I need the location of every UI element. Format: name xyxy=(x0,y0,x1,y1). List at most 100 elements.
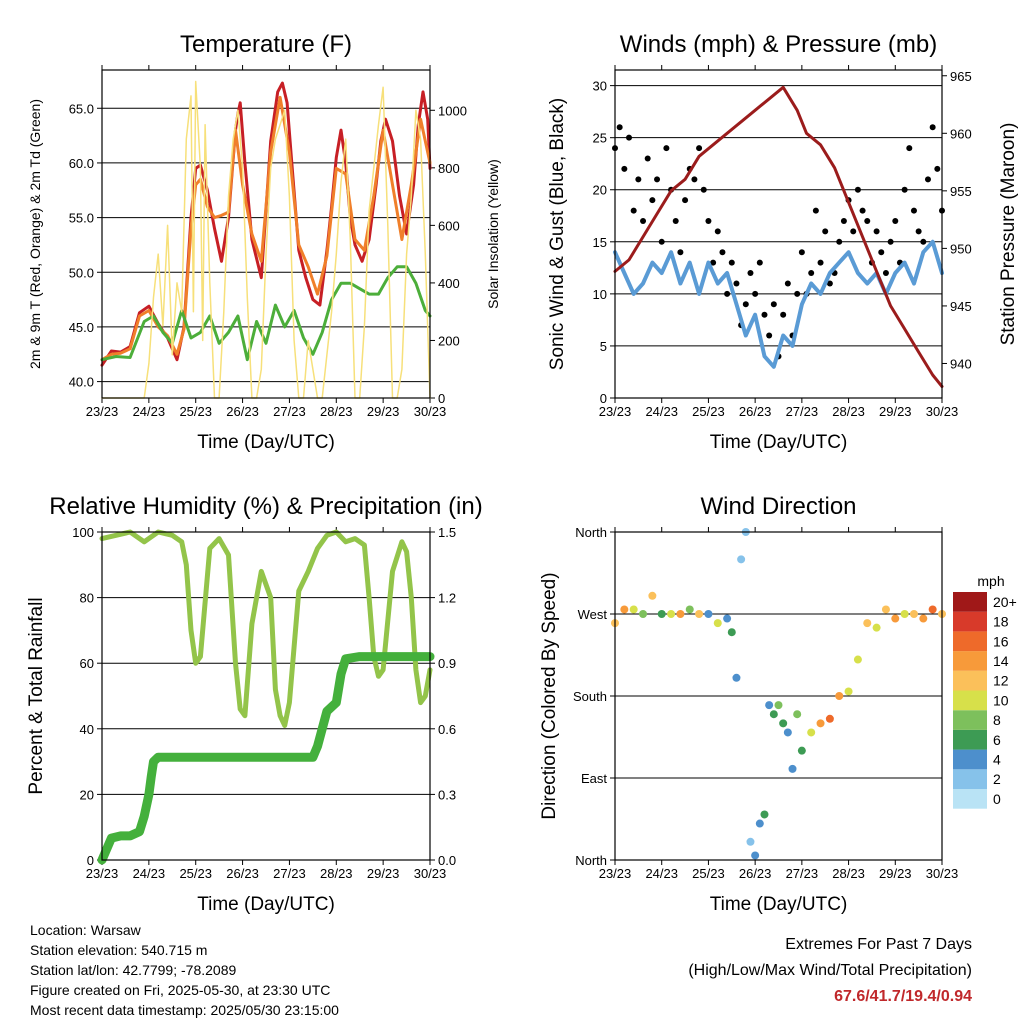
gust-point xyxy=(742,301,749,308)
legend-swatch xyxy=(953,631,987,652)
y-tick-label: South xyxy=(573,689,607,704)
gust-point xyxy=(906,145,913,152)
y-tick-label: 0 xyxy=(87,853,94,868)
gust-point xyxy=(728,259,735,266)
gust-point xyxy=(649,197,656,204)
direction-point xyxy=(774,701,783,710)
direction-point xyxy=(746,837,755,846)
plot-area-3 xyxy=(611,528,946,860)
direction-point xyxy=(891,614,900,623)
gust-point xyxy=(640,217,647,224)
x-tick-label: 30/23 xyxy=(414,866,447,881)
gust-point xyxy=(677,249,684,256)
plot-frame-1 xyxy=(614,69,943,399)
x-tick-label: 29/23 xyxy=(879,404,912,419)
gust-point xyxy=(616,124,623,131)
direction-point xyxy=(648,591,657,600)
legend-label: 20+ xyxy=(993,594,1017,610)
y-tick-label: 10 xyxy=(593,287,607,302)
y-tick-label: 50.0 xyxy=(69,265,94,280)
gust-point xyxy=(710,259,717,266)
legend-swatch xyxy=(953,769,987,789)
direction-point xyxy=(783,728,792,737)
gust-point xyxy=(817,259,824,266)
y-tick-label: 80 xyxy=(80,591,94,606)
x-tick-label: 28/23 xyxy=(832,866,865,881)
x-tick-label: 29/23 xyxy=(367,404,400,419)
gust-point xyxy=(854,186,861,193)
direction-point xyxy=(881,605,890,614)
direction-point xyxy=(704,610,713,618)
direction-point xyxy=(807,728,816,737)
legend-label: 0 xyxy=(993,791,1001,807)
direction-point xyxy=(863,619,872,628)
x-tick-label: 30/23 xyxy=(926,866,959,881)
direction-point xyxy=(755,819,764,828)
y-tick-label: 45.0 xyxy=(69,320,94,335)
gust-point xyxy=(892,217,899,224)
legend-swatch xyxy=(953,670,987,691)
gust-point xyxy=(635,176,642,183)
gust-point xyxy=(910,207,917,214)
y2-tick-label: 1.5 xyxy=(438,525,456,540)
y-tick-label: 65.0 xyxy=(69,101,94,116)
gust-point xyxy=(836,238,843,245)
dewpoint-line xyxy=(100,265,432,362)
gust-point xyxy=(766,332,773,339)
x-tick-label: 24/23 xyxy=(133,866,166,881)
direction-point xyxy=(844,687,853,696)
gust-point xyxy=(840,217,847,224)
gust-point xyxy=(663,145,670,152)
x-tick-label: 28/23 xyxy=(320,404,353,419)
gust-point xyxy=(714,228,721,235)
direction-point xyxy=(765,701,774,710)
x-tick-label: 27/23 xyxy=(786,866,819,881)
y2-axis-label: Solar Insolation (Yellow) xyxy=(485,159,501,309)
direction-point xyxy=(900,610,909,618)
direction-point xyxy=(872,623,881,632)
y-axis-label: Sonic Wind & Gust (Blue, Black) xyxy=(547,98,568,370)
recent-text: Most recent data timestamp: 2025/05/30 2… xyxy=(30,1002,339,1018)
y2-tick-label: 400 xyxy=(438,276,460,291)
y-axis-label: Direction (Colored By Speed) xyxy=(539,572,560,819)
gust-point xyxy=(878,249,885,256)
gust-point xyxy=(924,176,931,183)
x-tick-label: 29/23 xyxy=(367,866,400,881)
legend-swatch xyxy=(953,651,987,671)
legend-swatch xyxy=(953,611,987,632)
y2-tick-label: 940 xyxy=(950,356,972,371)
x-tick-label: 28/23 xyxy=(320,866,353,881)
y-tick-label: North xyxy=(575,525,607,540)
y-tick-label: 100 xyxy=(72,525,94,540)
gust-point xyxy=(798,249,805,256)
direction-point xyxy=(657,610,666,618)
x-tick-label: 27/23 xyxy=(273,866,306,881)
y-tick-label: 60 xyxy=(80,656,94,671)
plot-area-2 xyxy=(97,529,435,865)
direction-point xyxy=(723,614,732,623)
x-tick-label: 26/23 xyxy=(226,866,259,881)
chart-title-1: Winds (mph) & Pressure (mb) xyxy=(620,31,937,58)
direction-point xyxy=(629,605,638,614)
y-tick-label: 5 xyxy=(600,339,607,354)
direction-point xyxy=(919,614,928,623)
y2-tick-label: 0.0 xyxy=(438,853,456,868)
gust-point xyxy=(920,238,927,245)
direction-point xyxy=(825,714,834,723)
x-tick-label: 24/23 xyxy=(133,404,166,419)
x-axis-label: Time (Day/UTC) xyxy=(197,432,335,453)
y-tick-label: East xyxy=(581,771,607,786)
legend-label: 16 xyxy=(993,633,1009,649)
y2-tick-label: 1000 xyxy=(438,103,467,118)
direction-point xyxy=(676,610,685,618)
x-axis-label: Time (Day/UTC) xyxy=(710,894,848,915)
direction-point xyxy=(685,605,694,614)
y2-tick-label: 0.3 xyxy=(438,787,456,802)
y2-tick-label: 0.9 xyxy=(438,656,456,671)
y2-axis-label: Station Pressure (Maroon) xyxy=(998,123,1019,346)
chart-title-2: Relative Humidity (%) & Precipitation (i… xyxy=(49,493,482,520)
gust-point xyxy=(724,290,731,297)
gust-point xyxy=(864,217,871,224)
extremes-title: Extremes For Past 7 Days xyxy=(785,936,972,953)
